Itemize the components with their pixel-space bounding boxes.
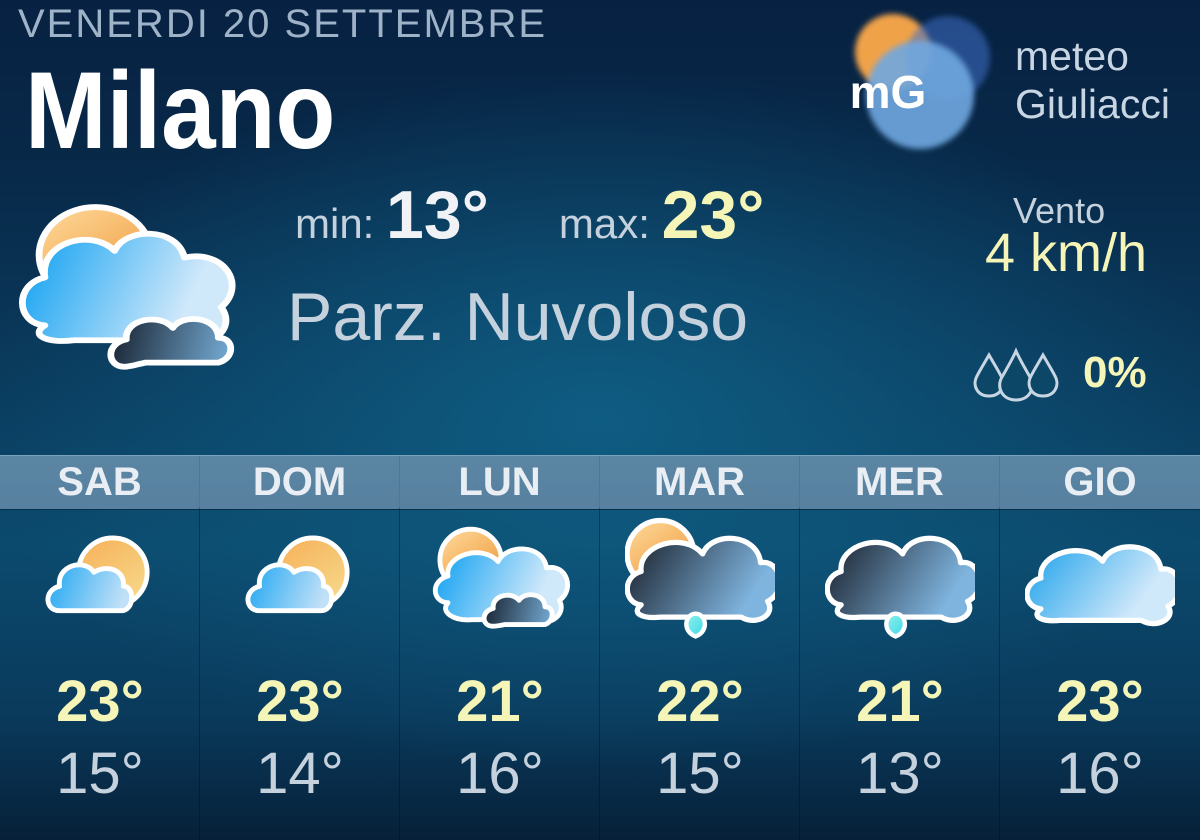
svg-text:mG: mG — [850, 66, 927, 118]
